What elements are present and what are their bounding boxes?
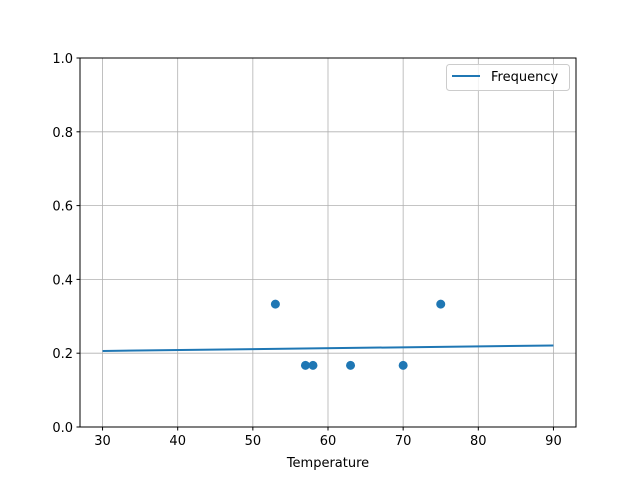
x-tick-label: 90 — [545, 434, 562, 449]
series — [102, 299, 554, 370]
y-tick-label: 0.2 — [52, 347, 73, 362]
data-point — [398, 360, 408, 370]
legend-label: Frequency — [491, 70, 558, 85]
y-tick-label: 0.8 — [52, 126, 73, 141]
frequency-line — [102, 344, 554, 352]
x-tick-label: 70 — [395, 434, 412, 449]
x-tick-label: 60 — [320, 434, 337, 449]
data-point — [300, 360, 310, 370]
data-point — [308, 360, 318, 370]
legend: Frequency — [446, 64, 570, 91]
grid — [80, 57, 576, 428]
x-tick-label: 30 — [94, 434, 111, 449]
ticks: 30 40 50 60 70 80 90 0.0 0.2 0.4 0.6 0.8 1.0 — [52, 52, 561, 449]
data-point — [436, 299, 446, 309]
x-axis-label: Temperature — [286, 456, 369, 471]
x-tick-label: 50 — [245, 434, 262, 449]
y-tick-label: 0.0 — [52, 421, 73, 436]
data-point — [270, 299, 280, 309]
x-tick-label: 80 — [470, 434, 487, 449]
y-tick-label: 0.4 — [52, 273, 73, 288]
x-tick-label: 40 — [169, 434, 186, 449]
y-tick-label: 0.6 — [52, 200, 73, 215]
y-tick-label: 1.0 — [52, 52, 73, 67]
legend-box — [446, 64, 570, 91]
data-point — [346, 360, 356, 370]
